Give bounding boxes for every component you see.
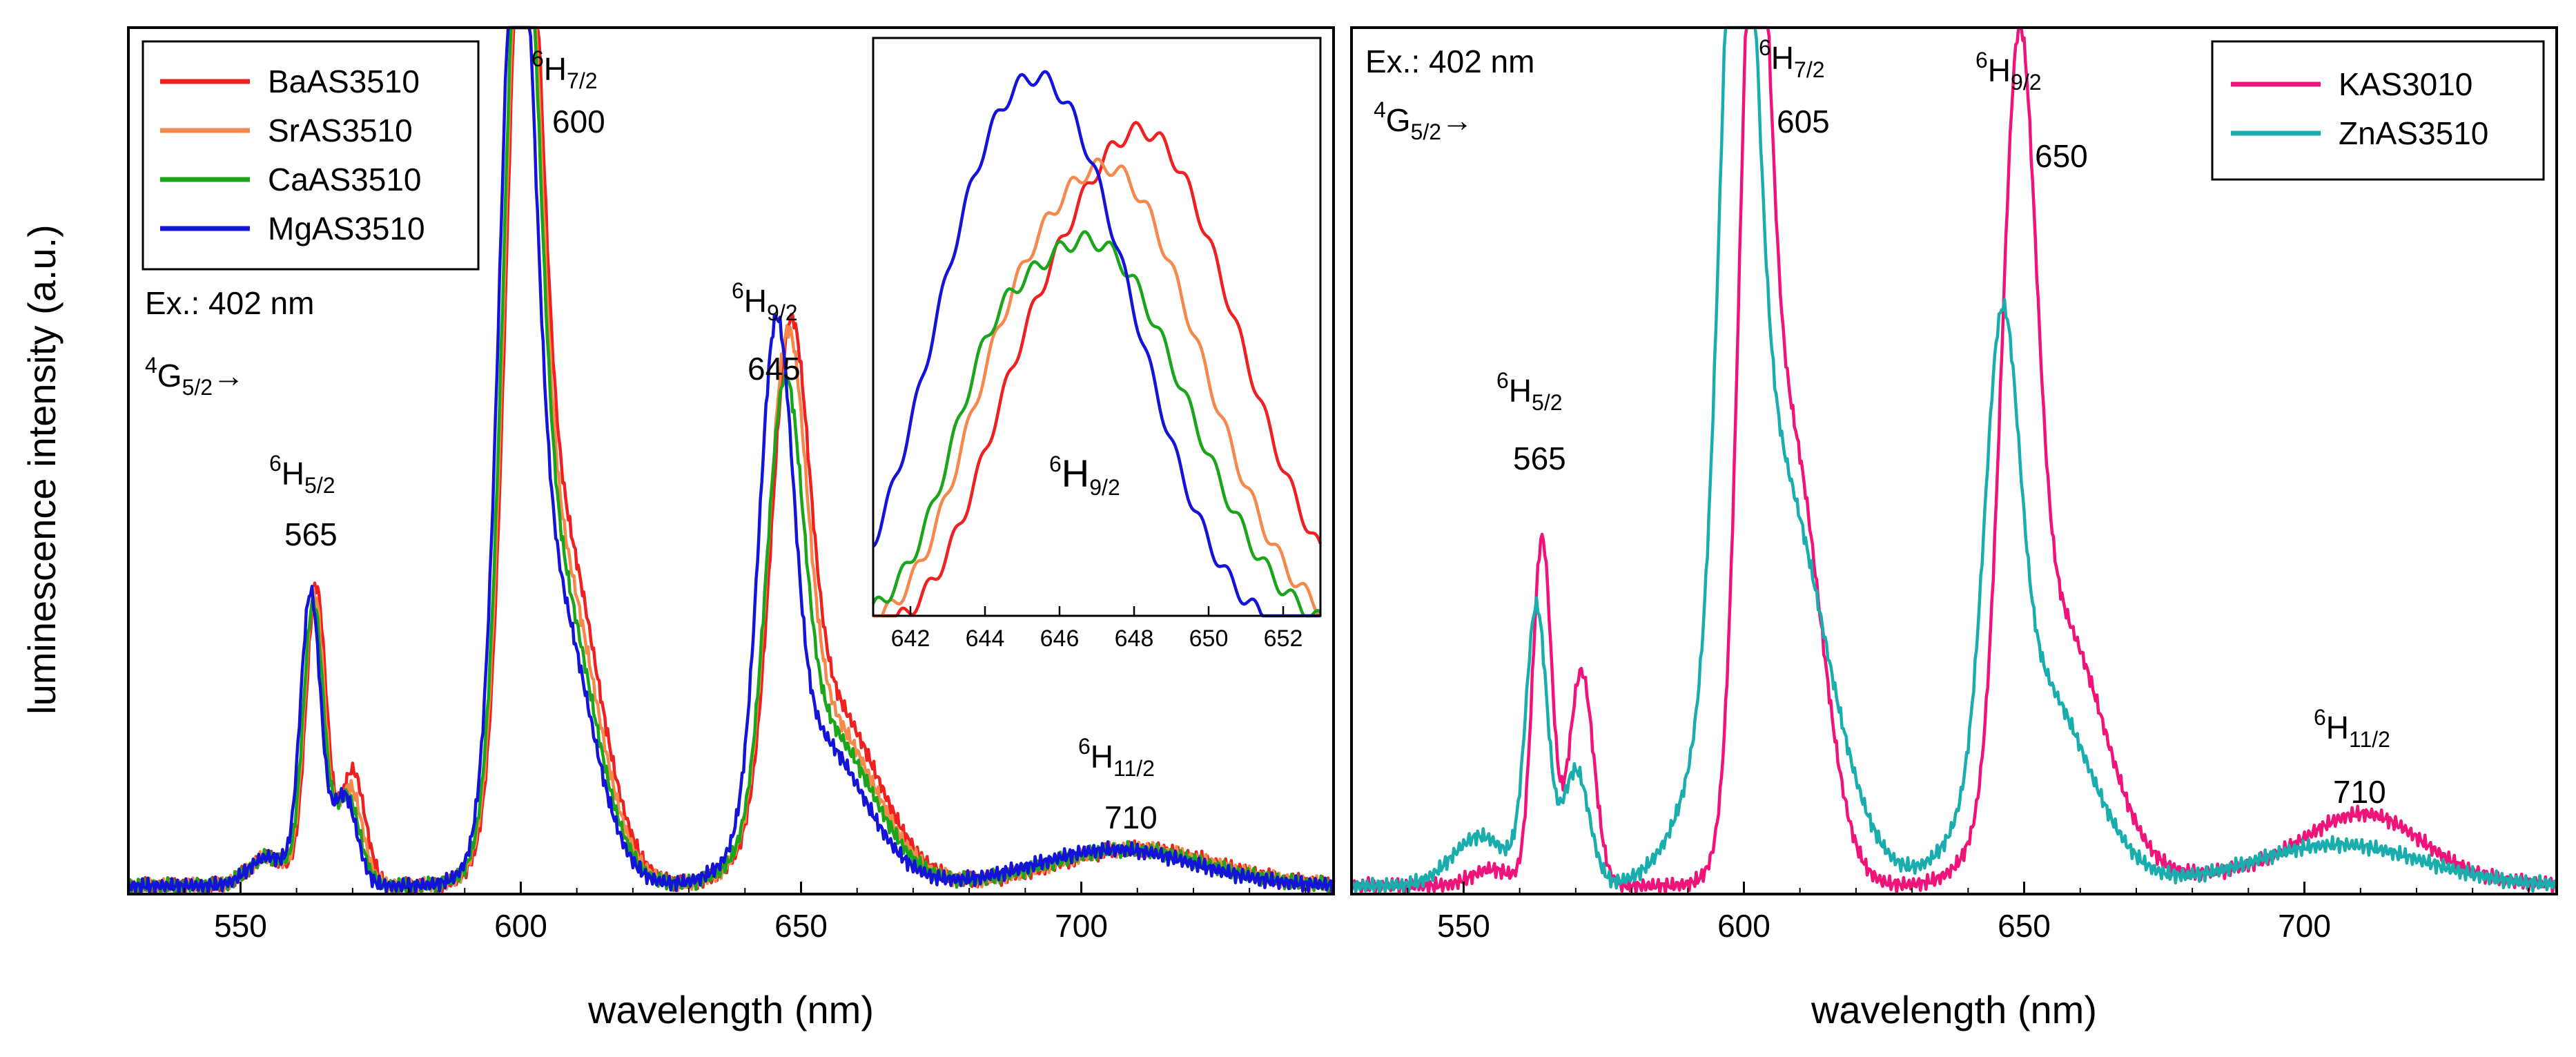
left-x-ticks: 550 600 650 700 <box>184 882 1307 944</box>
inset: 642 644 646 648 650 652 6H9/2 <box>871 37 1323 652</box>
right-panel: 550 600 650 700 wavelength (nm) KAS3010 ZnA… <box>1349 26 2559 1031</box>
right-tick-label: 700 <box>2278 908 2331 944</box>
left-tick-label: 700 <box>1055 908 1108 944</box>
inset-tick-label: 650 <box>1189 626 1229 652</box>
right-transition-label: 4G5/2→ <box>1374 97 1473 144</box>
inset-series-sras3510 <box>873 157 1321 618</box>
left-transition-label: 4G5/2→ <box>145 353 244 400</box>
right-excitation-label: Ex.: 402 nm <box>1365 43 1534 79</box>
right-legend-frame <box>2211 40 2545 181</box>
right-plot-frame <box>1350 26 2558 895</box>
legend-label-sras3510: SrAS3510 <box>268 113 413 148</box>
inset-tick-label: 648 <box>1115 626 1154 652</box>
inset-label: 6H9/2 <box>1049 452 1120 500</box>
right-peak-label-3: 6H11/2 <box>2314 705 2390 752</box>
right-peak-wavelength-3: 710 <box>2333 774 2386 810</box>
left-peak-wavelength-2: 645 <box>748 351 801 387</box>
inset-series-baas3510 <box>873 121 1323 618</box>
left-peak-wavelength-3: 710 <box>1104 799 1158 835</box>
right-series-group <box>1349 26 2559 896</box>
right-peak-wavelength-1: 605 <box>1777 104 1830 139</box>
right-x-ticks: 550 600 650 700 <box>1407 882 2530 944</box>
right-tick-label: 650 <box>1998 908 2051 944</box>
right-peak-wavelength-2: 650 <box>2035 138 2088 174</box>
left-x-axis-title: wavelength (nm) <box>587 988 874 1031</box>
left-tick-label: 600 <box>494 908 547 944</box>
legend-label-znas3510: ZnAS3510 <box>2339 115 2488 151</box>
left-peak-label-3: 6H11/2 <box>1078 734 1155 781</box>
left-series-group <box>126 26 1336 896</box>
inset-tick-label: 642 <box>891 626 930 652</box>
right-peak-label-2: 6H9/2 <box>1975 48 2042 95</box>
inset-tick-label: 646 <box>1040 626 1080 652</box>
y-axis-title: luminescence intensity (a.u.) <box>20 224 64 715</box>
left-tick-label: 650 <box>774 908 828 944</box>
left-excitation-label: Ex.: 402 nm <box>145 285 314 321</box>
left-peak-wavelength-0: 565 <box>284 516 338 552</box>
legend-label-mgas3510: MgAS3510 <box>268 211 425 246</box>
left-peak-label-2: 6H9/2 <box>732 278 798 325</box>
right-tick-label: 600 <box>1717 908 1770 944</box>
left-series-mgas3510 <box>126 26 1336 895</box>
right-peak-label-0: 6H5/2 <box>1496 368 1563 415</box>
inset-background <box>873 38 1320 616</box>
inset-tick-label: 652 <box>1264 626 1303 652</box>
left-peak-label-0: 6H5/2 <box>269 451 335 498</box>
right-series-kas3010 <box>1349 26 2557 895</box>
left-legend: BaAS3510 SrAS3510 CaAS3510 MgAS3510 <box>142 40 480 271</box>
inset-series-caas3510 <box>871 230 1322 618</box>
inset-series-group <box>871 70 1323 618</box>
legend-label-caas3510: CaAS3510 <box>268 162 422 197</box>
right-peak-label-1: 6H7/2 <box>1759 35 1825 82</box>
inset-x-ticks: 642 644 646 648 650 652 <box>891 606 1303 652</box>
left-plot-frame <box>127 26 1335 895</box>
right-peak-wavelength-0: 565 <box>1513 440 1566 476</box>
right-legend: KAS3010 ZnAS3510 <box>2211 40 2545 181</box>
inset-tick-label: 644 <box>966 626 1005 652</box>
left-panel: 550 600 650 700 wavelength (nm) BaAS3510 Sr… <box>126 26 1336 1031</box>
legend-label-baas3510: BaAS3510 <box>268 64 420 99</box>
right-x-axis-title: wavelength (nm) <box>1811 988 2097 1031</box>
left-peak-label-1: 6H7/2 <box>531 46 598 93</box>
inset-frame <box>872 37 1322 617</box>
left-peak-wavelength-1: 600 <box>552 104 605 139</box>
left-tick-label: 550 <box>214 908 267 944</box>
inset-series-mgas3510 <box>872 70 1320 618</box>
right-tick-label: 550 <box>1437 908 1490 944</box>
right-series-znas3510 <box>1350 26 2559 896</box>
legend-label-kas3010: KAS3010 <box>2339 66 2472 102</box>
